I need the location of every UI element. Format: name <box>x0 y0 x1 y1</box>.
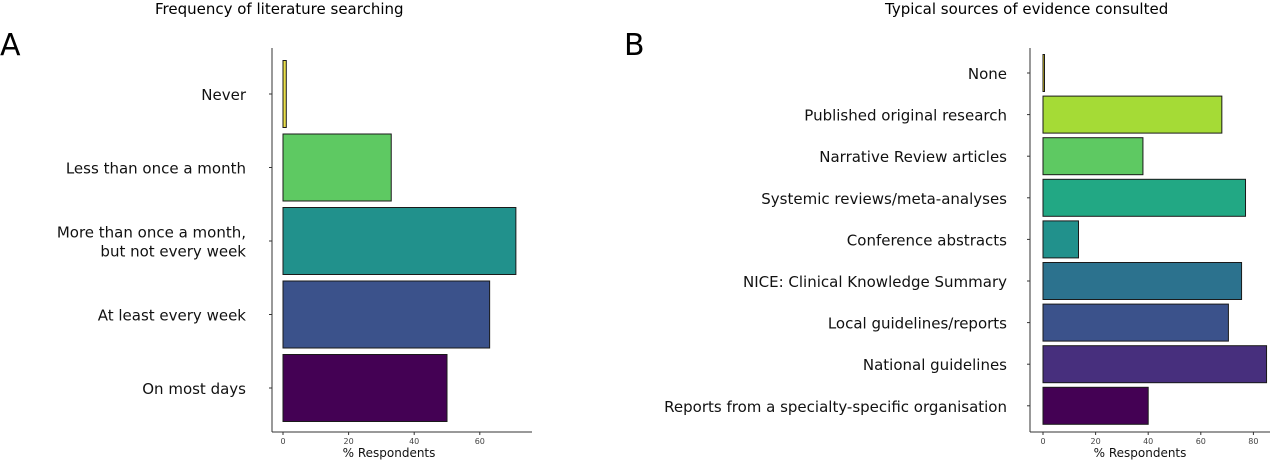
bar-reports-from-a-specialty-specific-organisation <box>1042 386 1149 425</box>
x-tick-label: 0 <box>280 437 285 446</box>
category-label: None <box>968 65 1007 83</box>
bar-on-most-days <box>282 354 448 422</box>
x-tick-label: 60 <box>1196 437 1206 446</box>
bar-less-than-once-a-month <box>282 133 392 202</box>
x-axis-label: % Respondents <box>1094 446 1187 460</box>
bar-systemic-reviews-meta-analyses <box>1042 178 1247 217</box>
category-label: Systemic reviews/meta-analyses <box>761 190 1007 208</box>
category-label: Never <box>201 86 247 104</box>
category-label: On most days <box>142 380 246 398</box>
chart-panel-b: B Typical sources of evidence consulted … <box>600 0 1280 463</box>
bar-at-least-every-week <box>282 280 491 349</box>
x-tick-label: 40 <box>1143 437 1153 446</box>
category-label: Reports from a specialty-specific organi… <box>664 398 1007 416</box>
bar-published-original-research <box>1042 95 1223 134</box>
chart-title-a: Frequency of literature searching <box>155 0 404 18</box>
bar-never <box>282 60 287 128</box>
bar-none <box>1042 54 1045 92</box>
category-label: Published original research <box>804 107 1007 125</box>
bar-chart-b: None Published original research Narrative… <box>664 48 1270 460</box>
panel-label-b: B <box>624 28 645 63</box>
category-label: NICE: Clinical Knowledge Summary <box>743 273 1007 291</box>
category-label: More than once a month, but not every wee… <box>57 224 246 261</box>
bar-nice-clinical-knowledge-summary <box>1042 262 1243 300</box>
category-label: Narrative Review articles <box>819 148 1007 166</box>
category-label: National guidelines <box>863 356 1007 374</box>
category-label: Local guidelines/reports <box>828 315 1007 333</box>
bar-national-guidelines <box>1042 345 1268 384</box>
x-tick-label: 20 <box>1091 437 1101 446</box>
chart-title-b: Typical sources of evidence consulted <box>885 0 1169 18</box>
x-axis-label: % Respondents <box>343 446 436 460</box>
bar-chart-a: Never Less than once a month More than onc… <box>57 48 532 460</box>
x-tick-label: 80 <box>1248 437 1258 446</box>
category-label: Less than once a month <box>66 160 246 178</box>
chart-panel-a: A Frequency of literature searching Neve… <box>0 0 532 460</box>
bar-more-than-once-a-month-but-not-every-week <box>282 207 517 275</box>
x-tick-label: 60 <box>475 437 485 446</box>
category-label: Conference abstracts <box>847 231 1007 249</box>
x-tick-label: 20 <box>344 437 354 446</box>
category-label: At least every week <box>98 307 247 325</box>
bar-narrative-review-articles <box>1042 137 1144 176</box>
bar-local-guidelines-reports <box>1042 303 1229 342</box>
panel-label-a: A <box>0 28 21 63</box>
x-tick-label: 0 <box>1040 437 1045 446</box>
bar-conference-abstracts <box>1042 220 1080 259</box>
x-tick-label: 40 <box>409 437 419 446</box>
